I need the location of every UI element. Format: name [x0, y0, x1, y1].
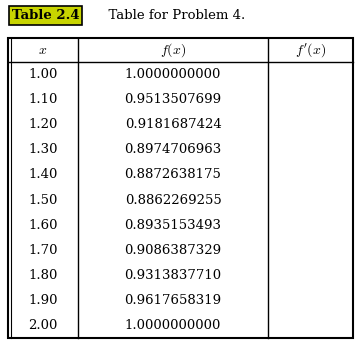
Text: 1.80: 1.80 — [28, 269, 58, 282]
Text: $f(x)$: $f(x)$ — [160, 41, 186, 59]
Text: 1.0000000000: 1.0000000000 — [125, 68, 221, 81]
Text: 0.9086387329: 0.9086387329 — [125, 244, 222, 257]
Text: 1.90: 1.90 — [28, 294, 58, 307]
Text: 1.40: 1.40 — [28, 169, 58, 181]
Text: 0.8974706963: 0.8974706963 — [125, 143, 222, 156]
Text: 1.60: 1.60 — [28, 218, 58, 232]
Text: 0.9313837710: 0.9313837710 — [125, 269, 222, 282]
Text: 0.8872638175: 0.8872638175 — [125, 169, 221, 181]
Bar — [8, 38, 353, 338]
Text: 0.8935153493: 0.8935153493 — [125, 218, 222, 232]
Text: 0.9181687424: 0.9181687424 — [125, 118, 221, 131]
Text: $f^{\prime}(x)$: $f^{\prime}(x)$ — [295, 41, 326, 59]
Text: 0.8862269255: 0.8862269255 — [125, 193, 221, 206]
Text: 0.9513507699: 0.9513507699 — [125, 93, 222, 106]
Text: $x$: $x$ — [38, 43, 48, 57]
Text: 1.0000000000: 1.0000000000 — [125, 319, 221, 332]
Text: 1.00: 1.00 — [28, 68, 58, 81]
Text: 1.50: 1.50 — [28, 193, 58, 206]
Text: 1.30: 1.30 — [28, 143, 58, 156]
Text: 1.70: 1.70 — [28, 244, 58, 257]
Text: Table for Problem 4.: Table for Problem 4. — [100, 9, 245, 22]
Text: 1.10: 1.10 — [28, 93, 58, 106]
Text: 1.20: 1.20 — [28, 118, 58, 131]
Text: 0.9617658319: 0.9617658319 — [125, 294, 222, 307]
Text: 2.00: 2.00 — [28, 319, 58, 332]
Text: Table 2.4: Table 2.4 — [12, 9, 80, 22]
